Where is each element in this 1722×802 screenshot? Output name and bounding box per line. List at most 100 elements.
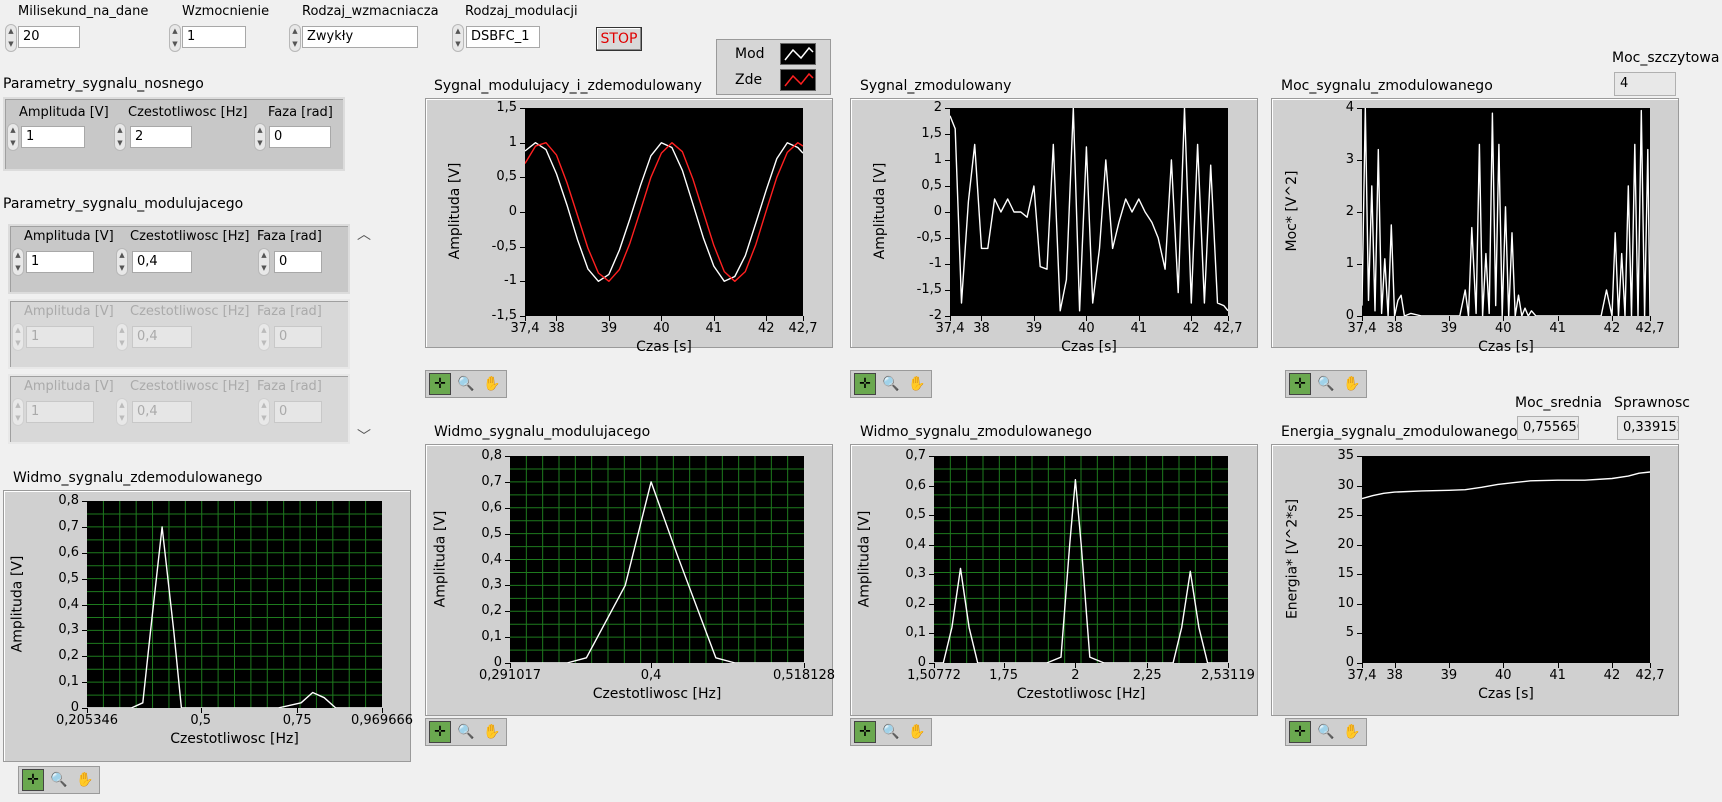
g1-x-tick-label: 37,4 — [510, 321, 540, 336]
g6-y-tick-mark — [929, 633, 934, 635]
modulujacy-phase-label: Faza [rad] — [257, 379, 322, 394]
g3-graph-palette: ✛ 🔍 ✋ — [1285, 370, 1367, 398]
g1-y-axis-label: Amplituda [V] — [447, 162, 463, 260]
modulujacy-phase-spinner[interactable]: ▲ ▼ — [258, 323, 270, 351]
g4-plot-area[interactable] — [87, 501, 382, 708]
g5-y-tick-mark — [505, 507, 510, 509]
modulujacy-phase-input[interactable]: 0 — [274, 326, 322, 348]
zoom-icon[interactable]: 🔍 — [882, 376, 900, 392]
crosshair-icon[interactable]: ✛ — [854, 721, 876, 743]
modulujacy-freq-label: Czestotliwosc [Hz] — [130, 379, 250, 394]
rodzaj-modulacji-spinner[interactable]: ▲ ▼ — [452, 24, 464, 52]
wzmocnienie-input[interactable]: 1 — [182, 26, 246, 48]
hand-icon[interactable]: ✋ — [908, 724, 926, 740]
nosny-freq-spinner[interactable]: ▲ ▼ — [114, 123, 126, 151]
plot-legend[interactable]: Mod Zde — [716, 39, 831, 95]
g1-y-tick-label: 0 — [508, 204, 517, 219]
g7-y-tick-label: 0 — [1345, 655, 1354, 670]
g1-y-tick-mark — [520, 142, 525, 144]
milisekund-spinner[interactable]: ▲ ▼ — [5, 24, 17, 52]
modulujacy-phase-spinner[interactable]: ▲ ▼ — [258, 248, 270, 276]
modulujacy-amp-spinner[interactable]: ▲ ▼ — [12, 323, 24, 351]
g2-y-tick-mark — [945, 186, 950, 187]
modulujacy-amp-spinner[interactable]: ▲ ▼ — [12, 248, 24, 276]
g5-y-tick-label: 0 — [493, 655, 502, 670]
g7-x-axis-label: Czas [s] — [1478, 686, 1534, 702]
hand-icon[interactable]: ✋ — [483, 376, 501, 392]
zoom-icon[interactable]: 🔍 — [50, 772, 68, 788]
modulujacy-freq-input[interactable]: 0,4 — [132, 326, 192, 348]
nosny-phase-input[interactable]: 0 — [269, 126, 331, 148]
zoom-icon[interactable]: 🔍 — [457, 724, 475, 740]
g6-y-tick-mark — [929, 456, 934, 457]
g2-plot-area[interactable] — [950, 108, 1228, 316]
g4-x-tick-label: 0,75 — [282, 713, 312, 728]
crosshair-icon[interactable]: ✛ — [429, 373, 451, 395]
rodzaj-modulacji-select[interactable]: DSBFC_1 — [466, 26, 540, 48]
crosshair-icon[interactable]: ✛ — [1289, 721, 1311, 743]
modulujacy-freq-spinner[interactable]: ▲ ▼ — [116, 323, 128, 351]
zoom-icon[interactable]: 🔍 — [1317, 724, 1335, 740]
zoom-icon[interactable]: 🔍 — [457, 376, 475, 392]
rodzaj-wzmacniacza-spinner[interactable]: ▲ ▼ — [289, 24, 301, 52]
modulujacy-scrollbar[interactable]: ︿ ﹀ — [352, 222, 376, 448]
zoom-icon[interactable]: 🔍 — [882, 724, 900, 740]
g2-title: Sygnal_zmodulowany — [860, 78, 1012, 94]
hand-icon[interactable]: ✋ — [908, 376, 926, 392]
modulujacy-freq-input[interactable]: 0,4 — [132, 401, 192, 423]
g7-x-tick-mark — [1448, 663, 1450, 668]
modulujacy-phase-spinner[interactable]: ▲ ▼ — [258, 398, 270, 426]
milisekund-input[interactable]: 20 — [18, 26, 80, 48]
scroll-down-icon[interactable]: ﹀ — [357, 429, 371, 445]
crosshair-icon[interactable]: ✛ — [22, 769, 44, 791]
g7-plot-area[interactable] — [1362, 456, 1650, 663]
g2-x-tick-label: 42,7 — [1213, 321, 1243, 336]
modulujacy-freq-spinner[interactable]: ▲ ▼ — [116, 398, 128, 426]
modulujacy-freq-input[interactable]: 0,4 — [132, 251, 192, 273]
nosny-amp-spinner[interactable]: ▲ ▼ — [7, 123, 19, 151]
crosshair-icon[interactable]: ✛ — [854, 373, 876, 395]
g5-plot-area[interactable] — [510, 456, 804, 663]
g2-series-line-0 — [950, 108, 1228, 312]
legend-item-zde[interactable]: Zde — [717, 68, 832, 94]
g7-title: Energia_sygnalu_zmodulowanego — [1281, 424, 1518, 440]
zoom-icon[interactable]: 🔍 — [1317, 376, 1335, 392]
g6-y-tick-mark — [929, 663, 934, 664]
crosshair-icon[interactable]: ✛ — [429, 721, 451, 743]
g1-plot-area[interactable] — [525, 108, 803, 316]
stop-button[interactable]: STOP — [596, 27, 642, 51]
g1-x-tick-mark — [803, 316, 804, 321]
g5-y-tick-mark — [505, 533, 510, 535]
hand-icon[interactable]: ✋ — [76, 772, 94, 788]
crosshair-icon[interactable]: ✛ — [1289, 373, 1311, 395]
g5-x-tick-label: 0,518128 — [772, 668, 836, 683]
modulujacy-amp-input[interactable]: 1 — [26, 401, 94, 423]
modulujacy-amp-input[interactable]: 1 — [26, 326, 94, 348]
nosny-amp-input[interactable]: 1 — [21, 126, 85, 148]
scroll-up-icon[interactable]: ︿ — [357, 227, 371, 243]
modulujacy-amp-input[interactable]: 1 — [26, 251, 94, 273]
hand-icon[interactable]: ✋ — [483, 724, 501, 740]
g2-x-axis-label: Czas [s] — [1061, 339, 1117, 355]
nosny-cluster: Amplituda [V] ▲ ▼ 1 Czestotliwosc [Hz] ▲ ▼… — [3, 97, 345, 171]
g1-y-tick-mark — [520, 212, 525, 213]
nosny-freq-input[interactable]: 2 — [130, 126, 192, 148]
legend-item-mod[interactable]: Mod — [717, 42, 832, 68]
nosny-phase-spinner[interactable]: ▲ ▼ — [254, 123, 266, 151]
g3-y-tick-label: 4 — [1345, 100, 1354, 115]
modulujacy-freq-spinner[interactable]: ▲ ▼ — [116, 248, 128, 276]
g5-x-tick-mark — [804, 663, 805, 668]
modulujacy-phase-input[interactable]: 0 — [274, 401, 322, 423]
g3-x-tick-label: 39 — [1440, 321, 1458, 336]
g3-plot-area[interactable] — [1362, 108, 1650, 316]
g5-y-axis-label: Amplituda [V] — [432, 510, 448, 607]
hand-icon[interactable]: ✋ — [1343, 724, 1361, 740]
g7-x-tick-label: 40 — [1495, 668, 1512, 683]
rodzaj-wzmacniacza-select[interactable]: Zwykły — [302, 26, 418, 48]
g6-plot-area[interactable] — [934, 456, 1228, 663]
modulujacy-amp-spinner[interactable]: ▲ ▼ — [12, 398, 24, 426]
hand-icon[interactable]: ✋ — [1343, 376, 1361, 392]
legend-swatch-zde — [780, 69, 816, 91]
wzmocnienie-spinner[interactable]: ▲ ▼ — [169, 24, 181, 52]
modulujacy-phase-input[interactable]: 0 — [274, 251, 322, 273]
